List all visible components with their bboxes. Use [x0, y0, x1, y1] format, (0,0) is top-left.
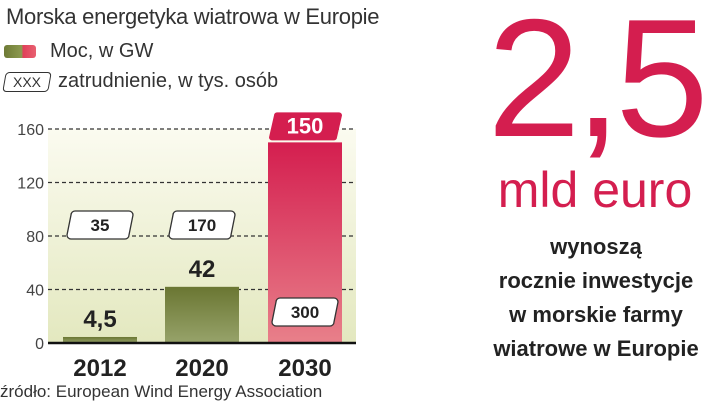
highlight-value: 2,5	[487, 0, 709, 172]
legend-power-label: Moc, w GW	[50, 40, 154, 62]
bar-2020	[165, 286, 239, 343]
y-tick-label: 0	[35, 336, 44, 353]
chart-title: Morska energetyka wiatrowa w Europie	[6, 4, 380, 29]
value-badge	[269, 112, 342, 141]
x-tick-label: 2030	[278, 355, 331, 382]
employment-label: 300	[291, 303, 319, 322]
bar-chart: 0 40 80 120 160 2012 4,5 35 2020 42 170 2030 150 300	[17, 112, 356, 382]
legend-power: Moc, w GW	[4, 40, 153, 63]
desc-line: rocznie inwestycje	[498, 268, 694, 293]
desc-line: wiatrowe w Europie	[493, 336, 699, 361]
legend-employment-label: zatrudnienie, w tys. osób	[58, 70, 279, 92]
y-tick-label: 40	[26, 283, 44, 300]
employment-box	[168, 210, 236, 240]
desc-line: w morskie farmy	[509, 302, 683, 327]
legend-swatch	[4, 45, 36, 58]
employment-box	[271, 297, 339, 327]
legend-employment: XXX zatrudnienie, w tys. osób	[2, 70, 279, 93]
bar-2012	[63, 336, 137, 343]
employment-label: 35	[91, 216, 110, 235]
highlight-unit: mld euro	[497, 162, 693, 218]
source-note: źródło: European Wind Energy Association	[0, 382, 323, 401]
y-tick-label: 120	[17, 176, 44, 193]
value-label: 42	[189, 256, 216, 283]
employment-box	[66, 210, 134, 240]
value-label: 4,5	[83, 306, 116, 333]
x-tick-label: 2012	[73, 355, 126, 382]
desc-line: wynoszą	[550, 234, 642, 259]
employment-label: 170	[188, 216, 216, 235]
x-tick-label: 2020	[175, 355, 228, 382]
highlight-description: wynoszą rocznie inwestycje w morskie far…	[470, 230, 720, 366]
y-tick-label: 80	[26, 229, 44, 246]
y-tick-label: 160	[17, 122, 44, 139]
value-label: 150	[287, 113, 324, 138]
